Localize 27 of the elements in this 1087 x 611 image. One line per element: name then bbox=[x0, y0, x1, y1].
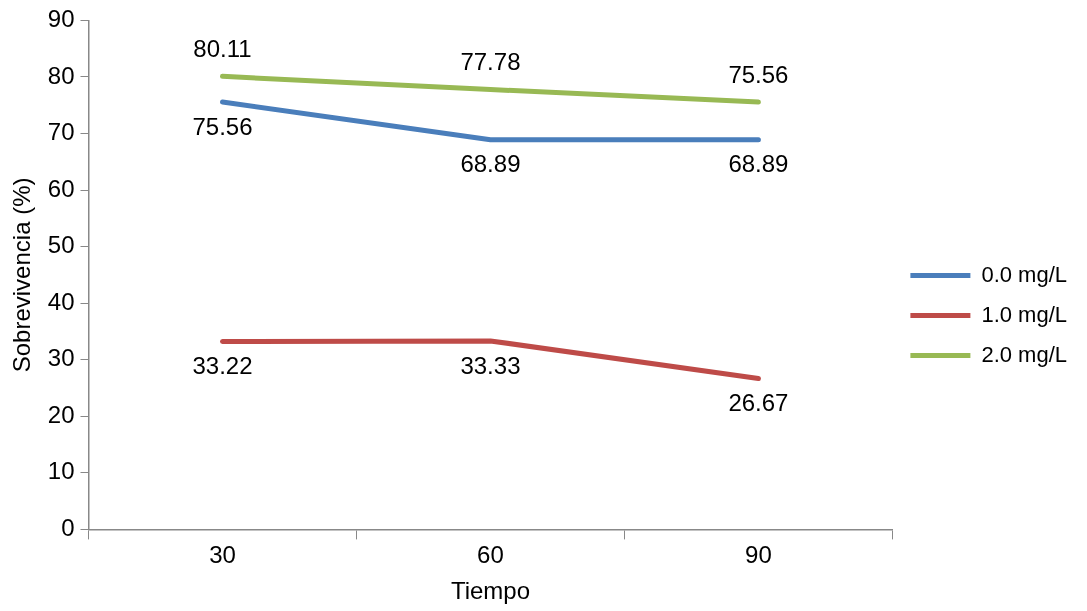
y-tick-label: 80 bbox=[47, 61, 75, 89]
y-tick-label: 60 bbox=[47, 174, 75, 202]
data-label: 77.78 bbox=[460, 48, 521, 76]
y-tick-label: 40 bbox=[47, 287, 75, 315]
legend-label: 2.0 mg/L bbox=[981, 341, 1067, 367]
data-label: 33.22 bbox=[192, 352, 253, 380]
legend-label: 1.0 mg/L bbox=[981, 301, 1067, 327]
y-tick-label: 20 bbox=[47, 400, 75, 428]
legend-label: 0.0 mg/L bbox=[981, 261, 1067, 287]
x-tick-label: 30 bbox=[209, 541, 236, 569]
data-label: 80.11 bbox=[193, 34, 252, 62]
y-tick-label: 30 bbox=[47, 344, 75, 372]
data-label: 26.67 bbox=[728, 389, 789, 417]
y-tick-label: 90 bbox=[47, 5, 75, 33]
data-label: 68.89 bbox=[728, 150, 789, 178]
y-tick-label: 70 bbox=[47, 118, 75, 146]
y-tick-label: 10 bbox=[47, 457, 75, 485]
y-tick-label: 50 bbox=[47, 231, 75, 259]
data-label: 33.33 bbox=[460, 351, 521, 379]
y-axis-title: Sobrevivencia (%) bbox=[8, 177, 36, 373]
x-axis-title: Tiempo bbox=[450, 577, 531, 605]
data-label: 75.56 bbox=[728, 60, 789, 88]
x-tick-label: 60 bbox=[477, 541, 504, 569]
data-label: 68.89 bbox=[460, 150, 521, 178]
data-label: 75.56 bbox=[192, 112, 253, 140]
y-tick-label: 0 bbox=[61, 514, 75, 542]
x-tick-label: 90 bbox=[745, 541, 772, 569]
